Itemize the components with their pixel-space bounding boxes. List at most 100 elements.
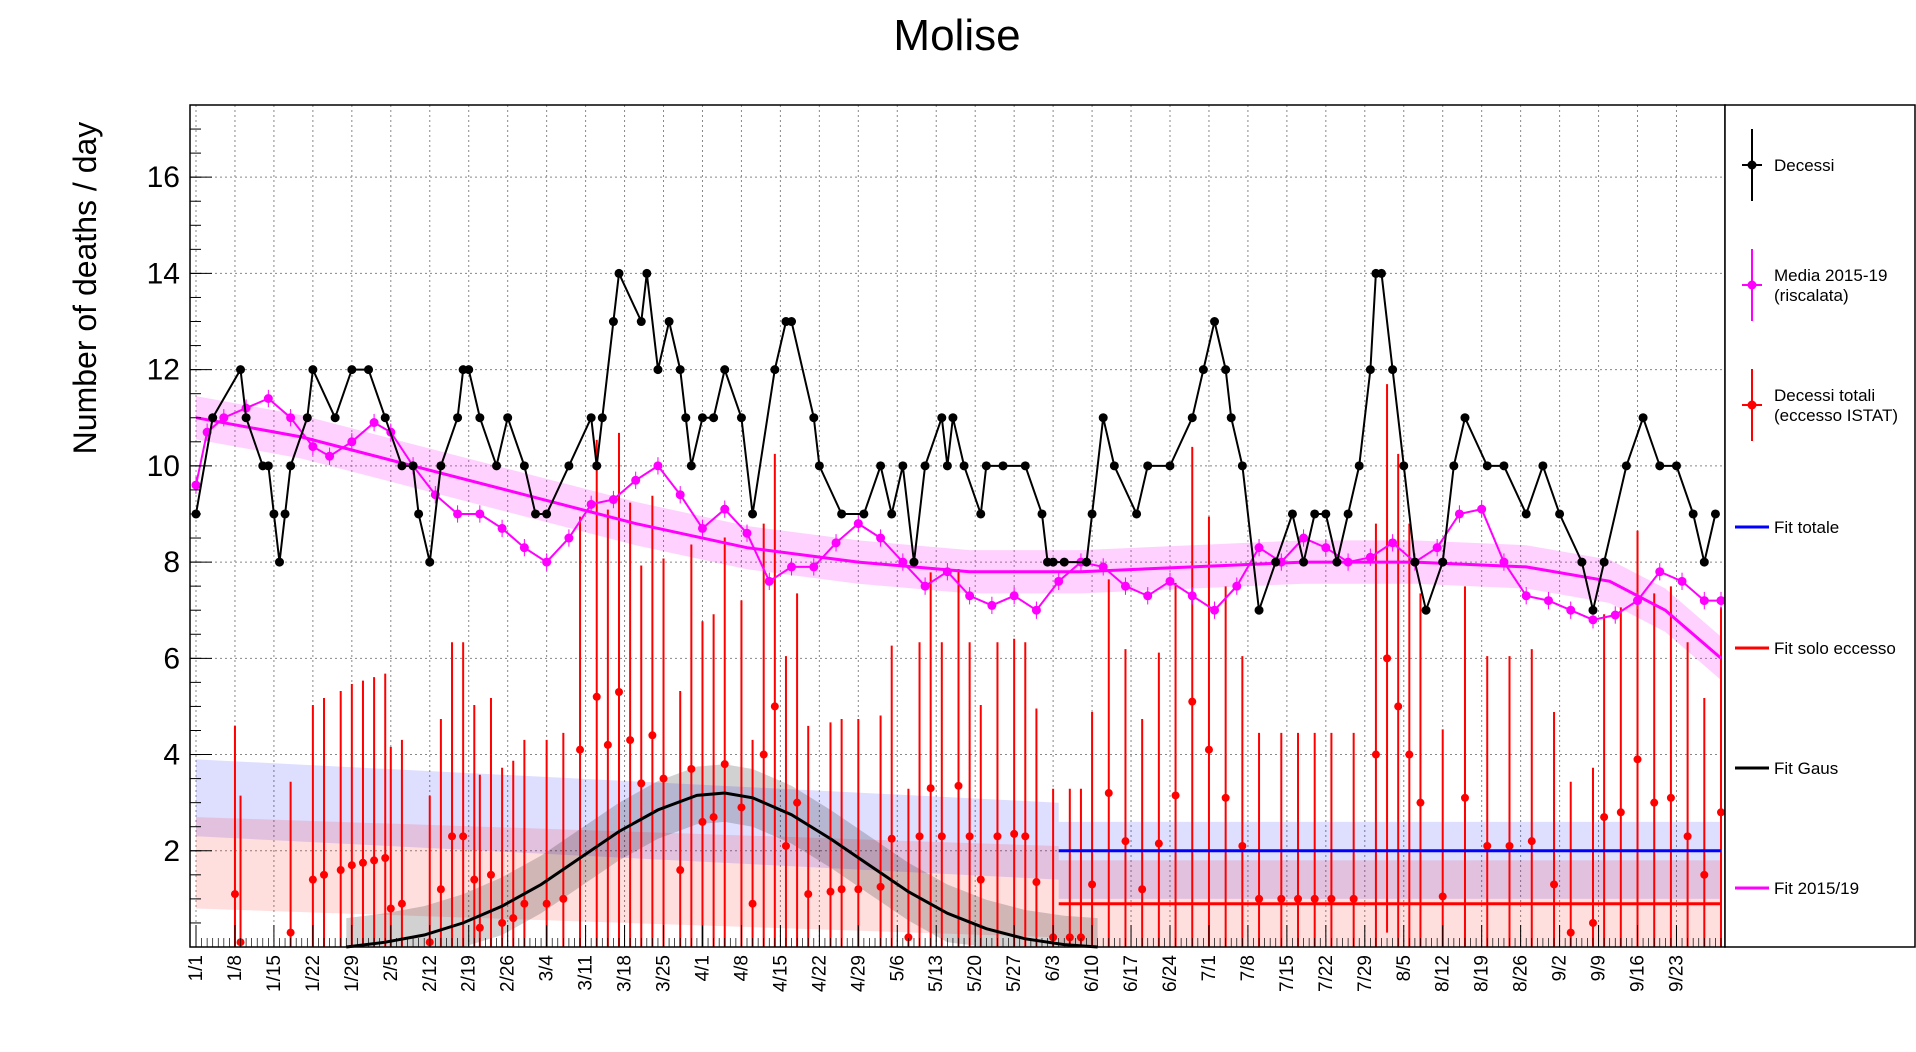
legend-label-line2: (eccesso ISTAT) bbox=[1774, 406, 1898, 425]
decessi-point bbox=[274, 557, 284, 567]
decessi-point bbox=[436, 461, 446, 471]
media-point bbox=[987, 600, 997, 610]
decessi-totali-point bbox=[520, 899, 529, 908]
decessi-totali-point bbox=[470, 875, 479, 884]
x-tick-label: 7/8 bbox=[1238, 955, 1259, 981]
decessi-totali-point bbox=[1438, 892, 1447, 901]
legend-label: Fit totale bbox=[1774, 518, 1839, 537]
decessi-point bbox=[942, 461, 952, 471]
decessi-point bbox=[1132, 509, 1142, 519]
media-point bbox=[809, 562, 819, 572]
decessi-totali-point bbox=[386, 904, 395, 913]
media-point bbox=[608, 495, 618, 505]
decessi-point bbox=[1365, 365, 1375, 375]
media-point bbox=[519, 543, 529, 553]
decessi-point bbox=[236, 365, 246, 375]
y-tick-label: 6 bbox=[163, 642, 180, 675]
decessi-point bbox=[414, 509, 424, 519]
decessi-totali-point bbox=[737, 803, 746, 812]
media-point bbox=[1232, 581, 1242, 591]
media-point bbox=[653, 461, 663, 471]
decessi-point bbox=[1109, 461, 1119, 471]
decessi-totali-point bbox=[1717, 808, 1725, 817]
decessi-totali-point bbox=[954, 781, 963, 790]
x-tick-label: 9/2 bbox=[1550, 955, 1571, 981]
decessi-totali-point bbox=[1371, 750, 1380, 759]
x-tick-label: 8/12 bbox=[1433, 955, 1454, 992]
media-point bbox=[1677, 576, 1687, 586]
decessi-point bbox=[681, 413, 691, 423]
decessi-point bbox=[948, 413, 958, 423]
decessi-point bbox=[1577, 557, 1587, 567]
decessi-point bbox=[1621, 461, 1631, 471]
decessi-totali-point bbox=[915, 832, 924, 841]
x-tick-label: 5/13 bbox=[926, 955, 947, 992]
decessi-totali-point bbox=[698, 817, 707, 826]
decessi-point bbox=[686, 461, 696, 471]
legend-entry-fit-eccesso: Fit solo eccesso bbox=[1735, 639, 1896, 658]
decessi-point bbox=[1399, 461, 1409, 471]
y-tick-label: 8 bbox=[163, 546, 180, 579]
decessi-totali-point bbox=[1550, 880, 1559, 889]
legend: Decessi Media 2015-19(riscalata) Decessi t… bbox=[1735, 129, 1898, 898]
legend-label: Decessi totali bbox=[1774, 386, 1875, 405]
x-tick-label: 7/29 bbox=[1355, 955, 1376, 992]
decessi-totali-point bbox=[1616, 808, 1625, 817]
decessi-totali-point bbox=[804, 890, 813, 899]
decessi-totali-point bbox=[937, 832, 946, 841]
media-point bbox=[1321, 543, 1331, 553]
x-tick-label: 1/29 bbox=[342, 955, 363, 992]
decessi-point bbox=[586, 413, 596, 423]
decessi-point bbox=[1588, 605, 1598, 615]
decessi-point bbox=[1655, 461, 1665, 471]
decessi-totali-point bbox=[709, 813, 718, 822]
decessi-totali-point bbox=[887, 834, 896, 843]
decessi-point bbox=[503, 413, 513, 423]
media-point bbox=[564, 533, 574, 543]
x-tick-label: 2/12 bbox=[420, 955, 441, 992]
fit-gaus-line bbox=[346, 791, 1098, 949]
fit-2015-line bbox=[195, 416, 1722, 660]
media-point bbox=[831, 538, 841, 548]
decessi-point bbox=[1048, 557, 1058, 567]
decessi-point bbox=[709, 413, 719, 423]
decessi-totali-point bbox=[1238, 841, 1247, 850]
legend-entry-totali: Decessi totali(eccesso ISTAT) bbox=[1742, 369, 1898, 441]
decessi-totali-point bbox=[336, 866, 345, 875]
decessi-totali-point bbox=[370, 856, 379, 865]
media-point bbox=[1143, 591, 1153, 601]
media-point bbox=[742, 528, 752, 538]
decessi-point bbox=[1688, 509, 1698, 519]
media-point bbox=[965, 591, 975, 601]
decessi-totali-point bbox=[720, 760, 729, 769]
decessi-point bbox=[542, 509, 552, 519]
media-point bbox=[764, 576, 774, 586]
decessi-totali-point bbox=[230, 890, 239, 899]
media-point bbox=[898, 557, 908, 567]
y-tick-label: 14 bbox=[147, 257, 180, 290]
x-tick-label: 9/9 bbox=[1589, 955, 1610, 981]
decessi-point bbox=[453, 413, 463, 423]
decessi-point bbox=[241, 413, 251, 423]
decessi-totali-point bbox=[1294, 894, 1303, 903]
y-tick-label: 10 bbox=[147, 450, 180, 483]
media-point bbox=[1031, 605, 1041, 615]
decessi-point bbox=[1198, 365, 1208, 375]
x-tick-label: 5/20 bbox=[965, 955, 986, 992]
x-tick-label: 8/5 bbox=[1394, 955, 1415, 981]
media-point bbox=[369, 418, 379, 428]
x-tick-label: 8/26 bbox=[1511, 955, 1532, 992]
decessi-totali-point bbox=[614, 687, 623, 696]
decessi-point bbox=[876, 461, 886, 471]
decessi-totali-point bbox=[1566, 928, 1575, 937]
media-point bbox=[1388, 538, 1398, 548]
decessi-point bbox=[1555, 509, 1565, 519]
media-point bbox=[1454, 509, 1464, 519]
decessi-totali-point bbox=[1121, 837, 1130, 846]
decessi-totali-point bbox=[1204, 745, 1213, 754]
decessi-totali-point bbox=[976, 875, 985, 884]
decessi-point bbox=[1271, 557, 1281, 567]
decessi-totali-point bbox=[381, 853, 390, 862]
x-tick-label: 1/1 bbox=[186, 955, 207, 981]
legend-entry-media: Media 2015-19(riscalata) bbox=[1742, 249, 1887, 321]
